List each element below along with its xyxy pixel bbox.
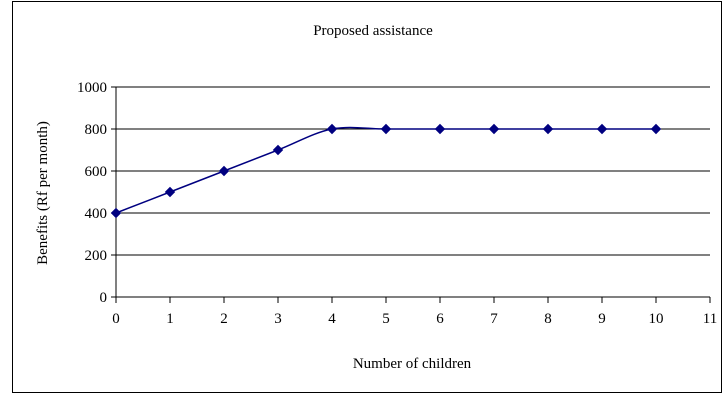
data-point-10 — [650, 123, 662, 135]
y-tick-label-800: 800 — [85, 122, 108, 138]
y-tick-label-1000: 1000 — [77, 80, 107, 96]
y-axis-title: Benefits (Rf per month) — [35, 121, 51, 265]
data-point-4 — [326, 123, 338, 135]
gridlines — [116, 86, 710, 256]
series-layer — [110, 123, 662, 219]
axes — [111, 86, 711, 303]
x-tick-label-2: 2 — [220, 311, 228, 327]
y-tick-label-200: 200 — [85, 248, 108, 264]
data-point-0 — [110, 207, 122, 219]
x-tick-label-11: 11 — [703, 311, 717, 327]
y-tick-labels: 0 200 400 600 800 1000 — [77, 80, 107, 306]
series-line-0 — [115, 126, 656, 214]
x-tick-label-8: 8 — [544, 311, 552, 327]
x-tick-label-9: 9 — [598, 311, 606, 327]
data-point-2 — [218, 165, 230, 177]
data-point-1 — [164, 186, 176, 198]
data-point-3 — [272, 144, 284, 156]
data-point-7 — [488, 123, 500, 135]
x-tick-label-4: 4 — [328, 311, 336, 327]
x-tick-labels: 0 1 2 3 4 5 6 7 8 9 10 11 — [112, 311, 717, 327]
x-tick-label-3: 3 — [274, 311, 282, 327]
y-tick-label-0: 0 — [100, 290, 108, 306]
y-tick-label-400: 400 — [85, 206, 108, 222]
chart-frame — [12, 1, 722, 393]
data-point-9 — [596, 123, 608, 135]
y-tick-label-600: 600 — [85, 164, 108, 180]
data-point-6 — [434, 123, 446, 135]
data-point-8 — [542, 123, 554, 135]
chart-title: Proposed assistance — [313, 23, 433, 39]
x-tick-label-6: 6 — [436, 311, 444, 327]
x-axis-title: Number of children — [353, 356, 472, 372]
x-tick-label-1: 1 — [166, 311, 174, 327]
x-tick-label-0: 0 — [112, 311, 120, 327]
x-tick-label-10: 10 — [649, 311, 664, 327]
x-tick-label-7: 7 — [490, 311, 498, 327]
data-point-5 — [380, 123, 392, 135]
x-tick-label-5: 5 — [382, 311, 390, 327]
